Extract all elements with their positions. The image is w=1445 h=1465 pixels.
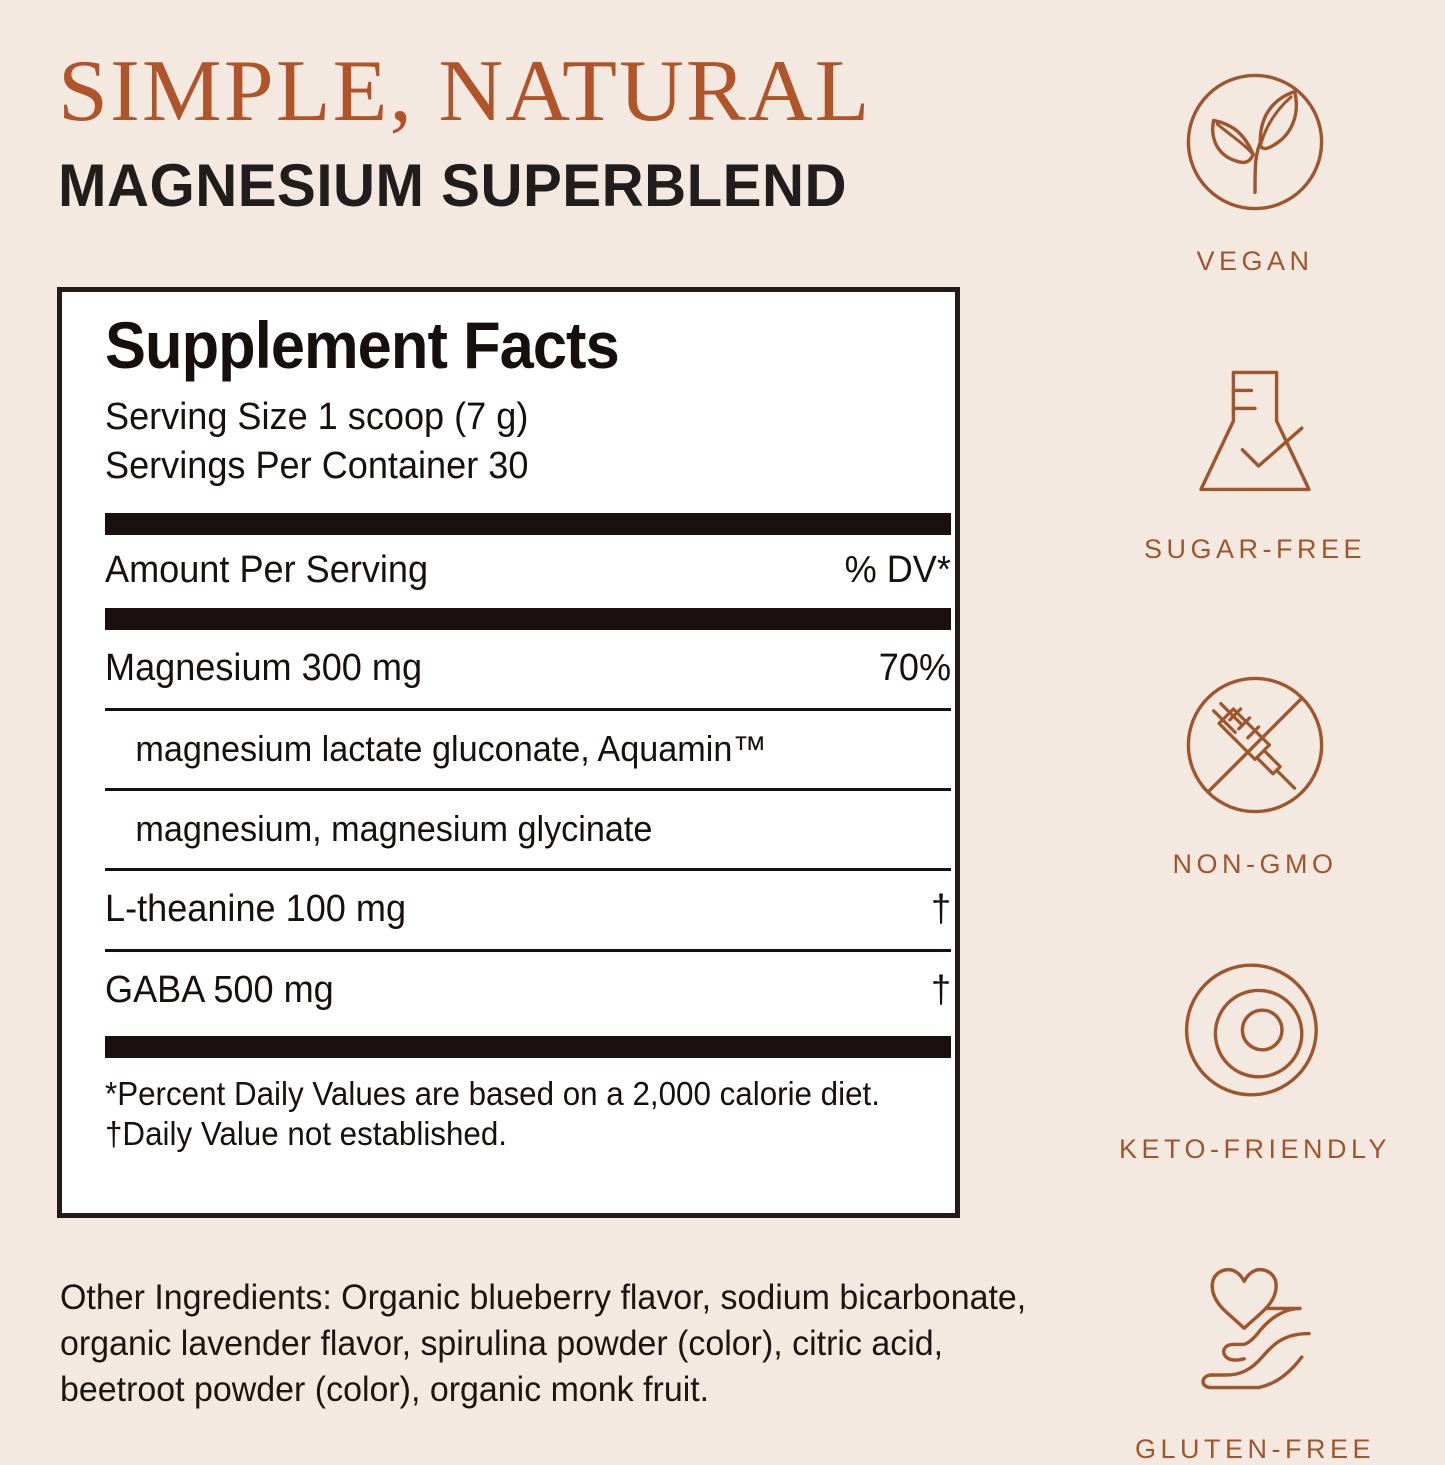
table-row: magnesium lactate gluconate, Aquamin™ bbox=[105, 711, 951, 788]
badge-label: GLUTEN-FREE bbox=[1134, 1434, 1376, 1464]
supplement-facts-title: Supplement Facts bbox=[105, 308, 620, 382]
nutrient-label: magnesium, magnesium glycinate bbox=[135, 807, 653, 849]
table-row: GABA 500 mg † bbox=[105, 952, 951, 1030]
divider-bar-bottom bbox=[105, 1035, 951, 1058]
row-divider bbox=[105, 948, 951, 952]
amount-per-serving-header: Amount Per Serving bbox=[105, 548, 429, 591]
nutrient-value: † bbox=[930, 887, 951, 930]
badge-keto-friendly: KETO-FRIENDLY bbox=[1075, 940, 1435, 1165]
other-ingredients-text: Other Ingredients: Organic blueberry fla… bbox=[60, 1278, 1027, 1410]
flask-check-icon bbox=[1199, 370, 1311, 492]
badge-sugar-free: SUGAR-FREE bbox=[1075, 340, 1435, 565]
table-row: L-theanine 100 mg † bbox=[105, 871, 951, 949]
badge-non-gmo: NON-GMO bbox=[1075, 655, 1435, 880]
nutrient-value: † bbox=[930, 968, 951, 1011]
row-divider bbox=[105, 867, 951, 871]
badge-label: VEGAN bbox=[1196, 246, 1314, 276]
table-row: Magnesium 300 mg 70% bbox=[105, 630, 951, 708]
concentric-circles-icon bbox=[1184, 963, 1318, 1097]
syringe-crossed-circle-icon bbox=[1186, 676, 1324, 814]
badge-vegan: VEGAN bbox=[1075, 52, 1435, 277]
serving-size: Serving Size 1 scoop (7 g) bbox=[105, 396, 529, 439]
nutrient-label: GABA 500 mg bbox=[105, 968, 334, 1011]
servings-per-container: Servings Per Container 30 bbox=[105, 444, 529, 487]
table-row: magnesium, magnesium glycinate bbox=[105, 791, 951, 868]
leaf-circle-icon bbox=[1186, 73, 1324, 211]
table-header-row: Amount Per Serving % DV* bbox=[105, 535, 951, 608]
certification-badges: VEGAN SUGAR-FREE NON-GMO bbox=[1075, 40, 1435, 1464]
page-title: SIMPLE, NATURAL bbox=[58, 43, 872, 140]
row-divider bbox=[105, 707, 951, 711]
supplement-facts-panel: Supplement Facts Serving Size 1 scoop (7… bbox=[57, 287, 960, 1218]
page-subtitle: MAGNESIUM SUPERBLEND bbox=[58, 152, 847, 219]
footnotes: *Percent Daily Values are based on a 2,0… bbox=[105, 1074, 951, 1155]
badge-label: SUGAR-FREE bbox=[1143, 534, 1367, 564]
divider-bar-top bbox=[105, 512, 951, 535]
hand-heart-icon bbox=[1201, 1268, 1311, 1390]
nutrient-label: magnesium lactate gluconate, Aquamin™ bbox=[135, 727, 767, 769]
nutrient-label: L-theanine 100 mg bbox=[105, 887, 407, 930]
serving-info: Serving Size 1 scoop (7 g) Servings Per … bbox=[105, 393, 945, 490]
badge-gluten-free: GLUTEN-FREE bbox=[1075, 1240, 1435, 1465]
badge-label: NON-GMO bbox=[1172, 849, 1338, 879]
badge-label: KETO-FRIENDLY bbox=[1118, 1134, 1392, 1164]
footnote-dagger: †Daily Value not established. bbox=[105, 1114, 507, 1152]
nutrient-label: Magnesium 300 mg bbox=[105, 646, 423, 689]
footnote-percent-dv: *Percent Daily Values are based on a 2,0… bbox=[105, 1074, 880, 1112]
page-header: SIMPLE, NATURAL MAGNESIUM SUPERBLEND bbox=[58, 48, 1088, 216]
row-divider bbox=[105, 787, 951, 791]
nutrient-value: 70% bbox=[878, 646, 951, 689]
divider-bar-header bbox=[105, 607, 951, 630]
percent-dv-header: % DV* bbox=[844, 548, 951, 591]
